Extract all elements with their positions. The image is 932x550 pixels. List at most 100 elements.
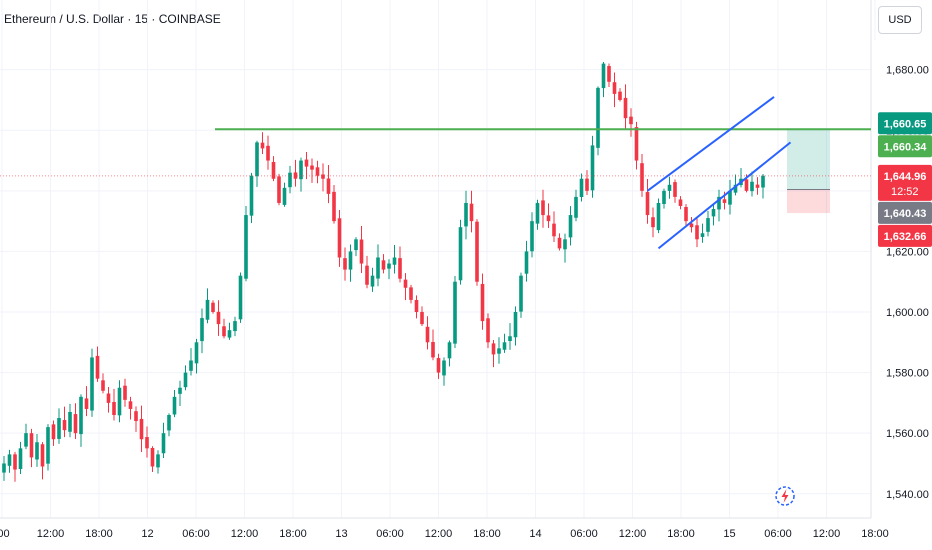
price-axis[interactable]: 1,680.001,660.001,640.001,620.001,600.00… bbox=[872, 40, 932, 518]
last-price-label: 1,644.96 bbox=[884, 171, 927, 183]
candle-down bbox=[403, 279, 408, 288]
candle-up bbox=[568, 215, 573, 238]
channel-upper-line[interactable] bbox=[646, 96, 775, 192]
candle-down bbox=[491, 343, 496, 355]
candle-up bbox=[255, 142, 259, 177]
candle-up bbox=[90, 357, 94, 411]
candle-up bbox=[574, 196, 578, 218]
candle-down bbox=[695, 225, 699, 240]
candle-up bbox=[733, 184, 738, 193]
candle-down bbox=[689, 223, 694, 228]
time-tick-label: 12 bbox=[141, 528, 153, 540]
candle-down bbox=[755, 184, 760, 188]
candle-up bbox=[200, 318, 204, 342]
candle-down bbox=[722, 199, 727, 203]
candle-down bbox=[101, 380, 105, 391]
long-position-tool[interactable] bbox=[787, 128, 830, 214]
candle-down bbox=[651, 217, 655, 228]
candle-down bbox=[673, 182, 677, 197]
candle-up bbox=[189, 360, 193, 371]
candle-up bbox=[249, 175, 254, 216]
channel-lower-line[interactable] bbox=[657, 141, 792, 250]
candle-down bbox=[645, 192, 650, 216]
candle-up bbox=[172, 396, 177, 415]
price-tick-label: 1,620.00 bbox=[886, 246, 929, 258]
resistance-price-label-bg bbox=[878, 135, 932, 158]
time-tick-label: 12:00 bbox=[619, 528, 647, 540]
candle-down bbox=[310, 165, 314, 170]
time-tick-label: 18:00 bbox=[667, 528, 695, 540]
time-axis[interactable]: :00 12:00 18:00 12 06:00 12:00 18:00 13 06:00 12:… bbox=[0, 528, 889, 540]
candle-up bbox=[288, 172, 292, 188]
candle-up bbox=[183, 372, 188, 388]
currency-button[interactable]: USD bbox=[878, 6, 922, 34]
drawing-lines[interactable] bbox=[0, 96, 871, 250]
candle-up bbox=[667, 184, 672, 191]
candle-up bbox=[370, 275, 375, 287]
stop-price-label-bg bbox=[878, 224, 932, 247]
candle-down bbox=[271, 161, 276, 179]
candle-down bbox=[409, 287, 413, 300]
candle-down bbox=[337, 218, 342, 258]
candle-down bbox=[134, 411, 138, 422]
candle-down bbox=[612, 82, 617, 94]
candle-up bbox=[35, 442, 39, 460]
candle-down bbox=[629, 116, 633, 125]
candle-up bbox=[167, 415, 171, 431]
candle-down bbox=[420, 311, 424, 325]
candle-up bbox=[227, 330, 232, 338]
candle-down bbox=[260, 142, 265, 149]
countdown-label: 12:52 bbox=[891, 186, 919, 198]
candle-up bbox=[156, 454, 160, 468]
candle-down bbox=[640, 163, 644, 191]
candle-up bbox=[117, 387, 122, 416]
candle-up bbox=[442, 360, 446, 376]
candle-down bbox=[216, 311, 221, 325]
time-tick-label: 12:00 bbox=[425, 528, 453, 540]
candle-down bbox=[475, 221, 479, 282]
candle-down bbox=[139, 418, 144, 440]
candle-down bbox=[486, 318, 490, 343]
candle-up bbox=[238, 275, 243, 320]
candle-down bbox=[145, 437, 149, 449]
candle-up bbox=[711, 209, 716, 217]
target-price-label-bg bbox=[878, 112, 932, 135]
candle-up bbox=[178, 387, 182, 394]
candle-up bbox=[508, 336, 512, 342]
candle-down bbox=[277, 176, 281, 203]
price-tick-label: 1,560.00 bbox=[886, 428, 929, 440]
candle-down bbox=[95, 355, 100, 379]
candle-down bbox=[546, 215, 551, 222]
profit-zone[interactable] bbox=[787, 128, 830, 190]
candle-down bbox=[365, 265, 369, 285]
candle-down bbox=[304, 159, 309, 167]
lightning-icon[interactable] bbox=[775, 486, 795, 506]
candle-up bbox=[601, 63, 606, 89]
candle-up bbox=[535, 202, 540, 224]
candle-down bbox=[607, 66, 611, 82]
price-tick-label: 1,600.00 bbox=[886, 307, 929, 319]
candle-up bbox=[464, 202, 468, 227]
candle-up bbox=[656, 202, 661, 231]
candle-down bbox=[266, 145, 270, 161]
resistance-price-label: 1,660.34 bbox=[884, 141, 928, 153]
candle-up bbox=[387, 263, 391, 269]
candle-down bbox=[128, 401, 133, 409]
stop-zone[interactable] bbox=[787, 189, 830, 214]
candle-up bbox=[761, 175, 765, 188]
candle-up bbox=[447, 342, 452, 359]
time-tick-label: 15 bbox=[723, 528, 735, 540]
grid bbox=[0, 0, 876, 518]
candle-down bbox=[634, 127, 639, 161]
candle-up bbox=[530, 221, 534, 252]
candle-up bbox=[194, 342, 199, 364]
candle-down bbox=[359, 239, 364, 264]
candle-down bbox=[150, 447, 155, 467]
candle-up bbox=[299, 160, 303, 180]
candle-up bbox=[46, 427, 50, 464]
candle-down bbox=[684, 207, 688, 222]
time-tick-label: 12:00 bbox=[231, 528, 259, 540]
candle-up bbox=[750, 181, 754, 192]
candle-up bbox=[68, 411, 72, 432]
